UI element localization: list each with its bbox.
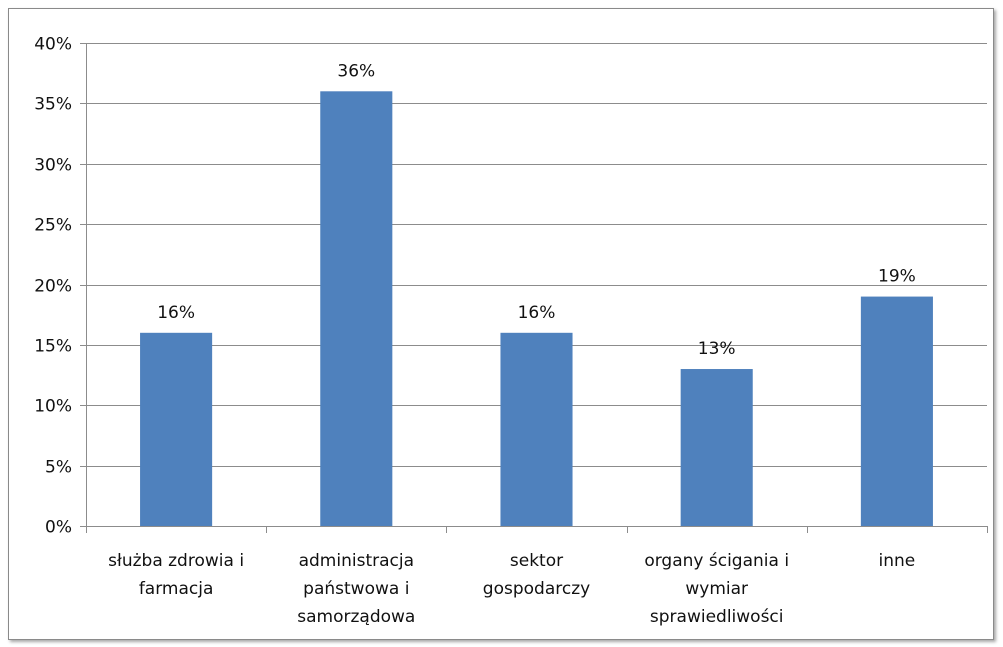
y-tick-label: 20%: [34, 277, 72, 297]
y-tick-label: 15%: [34, 337, 72, 357]
bar: [500, 332, 573, 526]
y-tick-label: 25%: [34, 216, 72, 236]
x-category-label: farmacja: [139, 579, 214, 599]
x-category-label: samorządowa: [297, 607, 415, 627]
y-tick-label: 35%: [34, 95, 72, 115]
x-category-label: administracja: [299, 551, 414, 571]
y-tick-label: 10%: [34, 397, 72, 417]
x-category-label: inne: [879, 551, 916, 571]
bars: [140, 91, 933, 527]
bar: [860, 296, 933, 526]
bar: [680, 369, 753, 526]
x-category-label: gospodarczy: [483, 579, 590, 599]
y-tick-label: 40%: [34, 35, 72, 55]
x-category-label: organy ścigania i: [644, 551, 789, 571]
axes: [80, 43, 988, 533]
data-label: 36%: [337, 61, 375, 81]
data-label: 13%: [698, 339, 736, 359]
x-category-label: wymiar: [685, 579, 748, 599]
y-tick-label: 5%: [45, 458, 72, 478]
x-category-label: sprawiedliwości: [650, 607, 784, 627]
y-tick-label: 30%: [34, 156, 72, 176]
bar: [320, 91, 393, 527]
gridlines: [86, 43, 987, 467]
data-label: 16%: [157, 303, 195, 323]
chart-frame: [8, 8, 994, 640]
x-category-label: sektor: [510, 551, 563, 571]
bar: [140, 332, 213, 526]
y-tick-label: 0%: [45, 518, 72, 538]
x-category-label: służba zdrowia i: [108, 551, 244, 571]
labels: 0% 5% 10% 15% 20% 25% 30% 35% 40% 16% służba zdrow…: [34, 35, 916, 628]
x-category-label: państwowa i: [303, 579, 409, 599]
data-label: 19%: [878, 267, 916, 287]
data-label: 16%: [518, 303, 556, 323]
